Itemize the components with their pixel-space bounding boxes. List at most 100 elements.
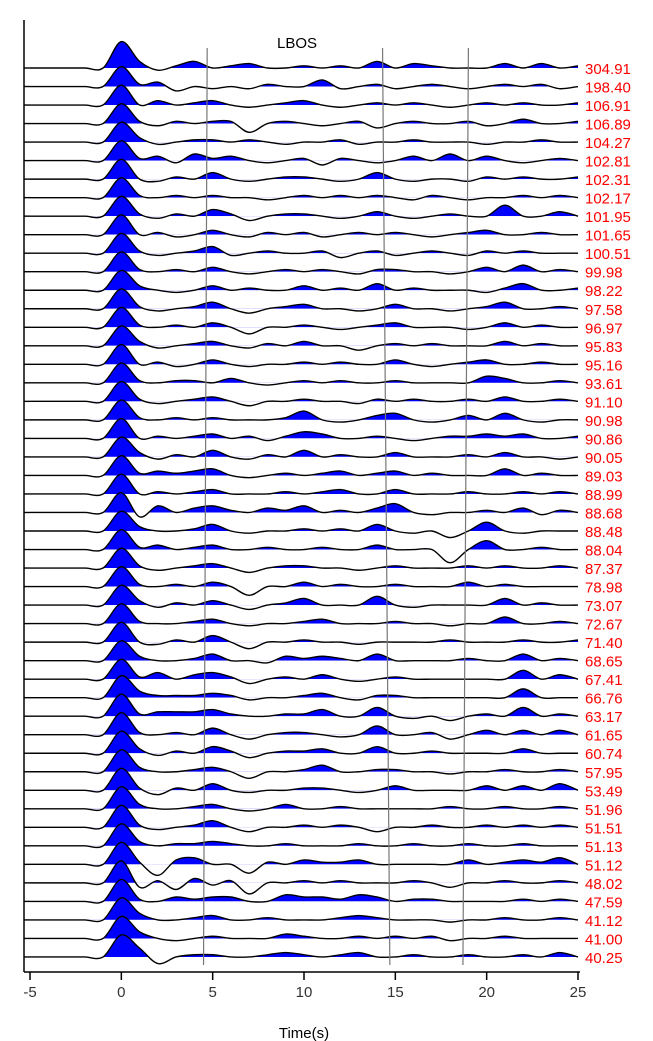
positive-fill [103, 363, 578, 383]
trace [30, 232, 578, 259]
positive-fill [30, 879, 578, 902]
trace-label: 104.27 [585, 135, 631, 152]
trace [30, 841, 579, 877]
trace-label: 304.91 [585, 61, 631, 78]
positive-fill [30, 288, 578, 309]
trace-label: 93.61 [585, 376, 623, 393]
trace-label: 91.10 [585, 394, 623, 411]
trace [30, 640, 579, 664]
positive-fill [30, 437, 578, 457]
trace-label: 61.65 [585, 728, 623, 745]
positive-fill [103, 307, 560, 328]
x-tick-label: 10 [296, 984, 313, 1001]
trace-label: 53.49 [585, 783, 623, 800]
positive-fill [103, 492, 578, 513]
trace [30, 804, 579, 833]
x-tick-label: 15 [387, 984, 404, 1001]
trace-label: 66.76 [585, 691, 623, 708]
trace [30, 103, 579, 134]
trace [30, 621, 579, 650]
positive-fill [30, 344, 578, 365]
trace-label: 48.02 [585, 876, 623, 893]
trace-label: 90.98 [585, 413, 623, 430]
positive-fill [103, 566, 524, 587]
positive-fill [30, 934, 578, 957]
trace [29, 693, 579, 722]
trace [30, 454, 579, 479]
trace-label: 60.74 [585, 746, 623, 763]
trace [29, 860, 579, 895]
trace-label: 95.83 [585, 339, 623, 356]
trace-label: 106.89 [585, 117, 631, 134]
trace [29, 288, 579, 314]
trace-label: 101.95 [585, 209, 631, 226]
positive-fill [103, 474, 578, 494]
trace-label: 57.95 [585, 765, 623, 782]
positive-fill [103, 103, 578, 124]
trace-label: 96.97 [585, 320, 623, 337]
trace-label: 88.99 [585, 487, 623, 504]
positive-fill [103, 548, 578, 569]
positive-fill [30, 251, 578, 272]
trace-label: 51.12 [585, 857, 623, 874]
trace [29, 362, 579, 386]
trace [30, 658, 579, 685]
x-tick-label: -5 [23, 984, 36, 1001]
chart-title: LBOS [277, 35, 317, 52]
trace [29, 343, 579, 368]
trace [30, 584, 579, 611]
positive-fill [30, 585, 578, 606]
positive-fill [103, 381, 578, 402]
trace-label: 95.16 [585, 357, 623, 374]
positive-fill [30, 640, 578, 661]
positive-fill [103, 418, 578, 439]
trace-label: 51.51 [585, 820, 623, 837]
positive-fill [30, 694, 578, 717]
trace [29, 195, 579, 222]
trace [30, 547, 579, 574]
positive-fill [103, 603, 578, 624]
trace [30, 473, 579, 497]
trace [30, 749, 579, 780]
trace [30, 399, 579, 423]
trace-label: 71.40 [585, 635, 623, 652]
trace-label: 102.81 [585, 154, 631, 171]
trace-label: 90.86 [585, 431, 623, 448]
trace-label: 198.40 [585, 80, 631, 97]
trace [30, 214, 579, 238]
trace-label: 78.98 [585, 580, 623, 597]
positive-fill [30, 455, 578, 476]
x-tick-label: 20 [478, 984, 495, 1001]
trace-label: 101.65 [585, 228, 631, 245]
trace-label: 102.31 [585, 172, 631, 189]
x-tick-label: 5 [208, 984, 216, 1001]
trace [30, 786, 579, 812]
trace-label: 73.07 [585, 598, 623, 615]
trace [29, 66, 579, 92]
positive-fill [103, 659, 578, 680]
positive-fill [30, 823, 578, 846]
x-axis-label: Time(s) [279, 1025, 329, 1041]
trace [30, 730, 578, 759]
trace [30, 878, 579, 904]
positive-fill [103, 233, 542, 254]
trace [29, 566, 578, 597]
trace-label: 47.59 [585, 894, 623, 911]
positive-fill [30, 511, 578, 531]
positive-fill [103, 325, 560, 346]
trace-label: 106.91 [585, 98, 631, 115]
trace-label: 72.67 [585, 617, 623, 634]
trace [30, 325, 579, 351]
trace-label: 87.37 [585, 561, 623, 578]
trace-label: 102.17 [585, 191, 631, 208]
trace-label: 88.48 [585, 524, 623, 541]
positive-fill [103, 712, 578, 735]
positive-fill [103, 177, 578, 198]
positive-fill [103, 731, 542, 754]
trace-label: 51.13 [585, 839, 623, 856]
trace-label: 51.96 [585, 802, 623, 819]
trace [30, 767, 579, 796]
trace-label: 99.98 [585, 265, 623, 282]
trace [29, 84, 579, 108]
trace-label: 90.05 [585, 450, 623, 467]
